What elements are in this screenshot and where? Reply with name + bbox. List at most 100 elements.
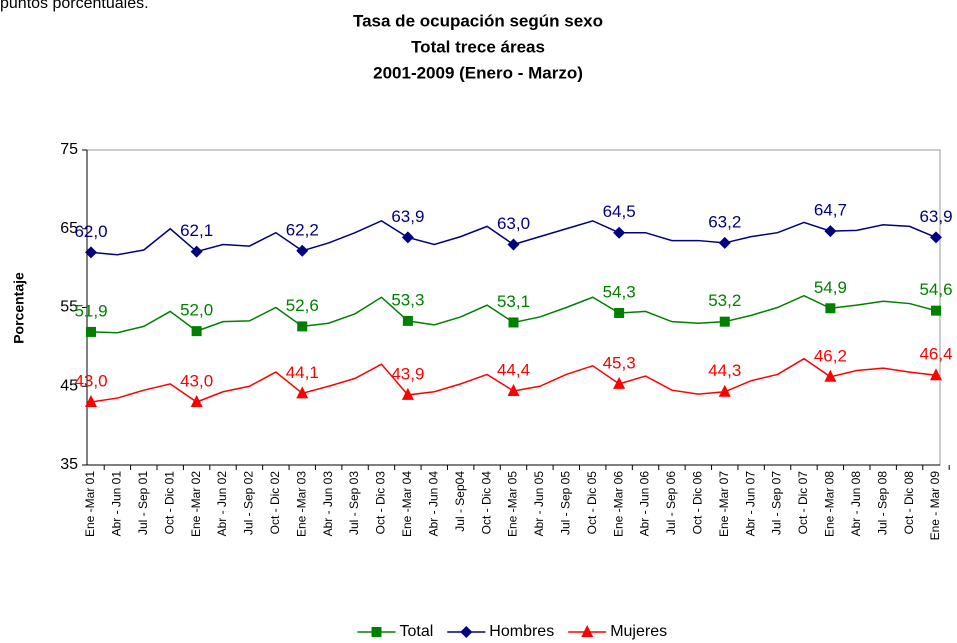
- x-tick-label: Ene -Mar 07: [717, 471, 731, 537]
- x-tick-label: Jul - Sep 01: [136, 471, 150, 535]
- data-label: 64,7: [814, 201, 847, 220]
- y-axis-label: Porcentaje: [11, 272, 27, 344]
- marker: [613, 376, 626, 389]
- data-label: 53,3: [391, 290, 424, 309]
- x-tick-label: Oct - Dic 07: [796, 471, 810, 535]
- data-label: 52,0: [180, 301, 213, 320]
- marker: [296, 386, 309, 399]
- data-label: 43,0: [180, 371, 213, 390]
- data-label: 62,0: [74, 222, 107, 241]
- data-label: 63,9: [919, 207, 952, 226]
- x-tick-label: Jul - Sep 03: [347, 471, 361, 535]
- marker: [613, 226, 626, 239]
- chart-title: Tasa de ocupación según sexo: [353, 11, 603, 30]
- marker: [190, 395, 203, 407]
- marker: [718, 384, 731, 397]
- x-tick-label: Abr - Jun 03: [321, 471, 335, 537]
- marker: [931, 305, 941, 316]
- marker: [930, 231, 942, 244]
- x-tick-label: Jul - Sep 08: [875, 471, 889, 535]
- marker: [296, 244, 309, 257]
- marker: [508, 317, 519, 328]
- x-tick-label: Jul - Sep 06: [664, 471, 678, 535]
- x-tick-label: Jul - Sep 02: [242, 471, 256, 535]
- chart-title: 2001-2009 (Enero - Marzo): [373, 63, 583, 82]
- x-tick-label: Ene - Mar 09: [928, 471, 942, 541]
- x-tick-label: Ene -Mar 03: [294, 471, 308, 537]
- x-tick-label: Ene -Mar 06: [611, 471, 625, 537]
- x-tick-label: Jul - Sep 05: [558, 471, 572, 535]
- y-tick-label: 35: [60, 456, 78, 473]
- x-tick-label: Abr - Jun 05: [532, 471, 546, 537]
- y-tick-label: 65: [60, 220, 78, 237]
- marker: [402, 315, 413, 326]
- marker: [86, 326, 96, 337]
- data-label: 63,2: [708, 212, 741, 231]
- marker: [614, 308, 625, 319]
- x-tick-label: Abr - Jun 07: [743, 471, 757, 537]
- marker: [191, 326, 202, 337]
- x-tick-label: Abr - Jun 01: [110, 471, 124, 537]
- x-tick-label: Ene -Mar 04: [400, 471, 414, 537]
- data-label: 43,9: [391, 364, 424, 383]
- x-tick-label: Ene -Mar 05: [506, 471, 520, 537]
- x-tick-label: Oct - Dic 04: [479, 471, 493, 535]
- data-label: 43,0: [74, 371, 107, 390]
- data-label: 54,9: [814, 278, 847, 297]
- intro-text: puntos porcentuales.: [0, 0, 149, 12]
- x-tick-label: Jul - Sep04: [453, 471, 467, 532]
- x-tick-label: Ene -Mar 02: [189, 471, 203, 537]
- x-tick-label: Abr - Jun 02: [215, 471, 229, 537]
- data-label: 51,9: [74, 301, 107, 320]
- marker: [190, 245, 203, 258]
- marker: [297, 321, 308, 332]
- marker: [507, 238, 520, 251]
- chart-title: Total trece áreas: [411, 37, 545, 56]
- marker: [401, 387, 414, 400]
- data-label: 44,3: [708, 361, 741, 380]
- x-tick-label: Ene -Mar 01: [83, 471, 97, 537]
- data-label: 52,6: [286, 296, 319, 315]
- y-tick-label: 75: [60, 141, 78, 158]
- x-tick-label: Oct - Dic 08: [902, 471, 916, 535]
- marker: [401, 231, 414, 244]
- data-label: 63,0: [497, 214, 530, 233]
- data-label: 63,9: [391, 207, 424, 226]
- x-tick-label: Oct - Dic 05: [585, 471, 599, 535]
- data-label: 44,4: [497, 360, 530, 379]
- x-tick-label: Oct - Dic 02: [268, 471, 282, 535]
- legend-label: Total: [400, 623, 434, 640]
- data-label: 62,1: [180, 221, 213, 240]
- x-tick-label: Abr - Jun 04: [426, 471, 440, 537]
- data-label: 45,3: [603, 353, 636, 372]
- marker: [930, 368, 942, 381]
- marker: [824, 225, 837, 238]
- marker: [85, 246, 97, 259]
- data-label: 64,5: [603, 202, 636, 221]
- marker: [85, 395, 97, 407]
- data-label: 62,2: [286, 220, 319, 239]
- legend-label: Hombres: [489, 623, 554, 640]
- marker: [825, 303, 836, 314]
- data-label: 54,6: [919, 280, 952, 299]
- data-label: 54,3: [603, 282, 636, 301]
- x-tick-label: Oct - Dic 06: [691, 471, 705, 535]
- marker: [824, 369, 837, 382]
- y-tick-label: 55: [60, 299, 78, 316]
- x-tick-label: Oct - Dic 03: [374, 471, 388, 535]
- marker: [718, 236, 731, 249]
- x-tick-label: Jul - Sep 07: [770, 471, 784, 535]
- marker: [581, 625, 594, 637]
- data-label: 44,1: [286, 363, 319, 382]
- data-label: 53,1: [497, 292, 530, 311]
- marker: [371, 627, 382, 637]
- data-label: 46,4: [919, 345, 952, 364]
- x-tick-label: Abr - Jun 06: [638, 471, 652, 537]
- marker: [460, 626, 473, 638]
- legend-label: Mujeres: [610, 623, 667, 640]
- y-tick-label: 45: [60, 377, 78, 394]
- data-label: 46,2: [814, 346, 847, 365]
- marker: [507, 383, 520, 396]
- x-tick-label: Ene -Mar 08: [823, 471, 837, 537]
- data-label: 53,2: [708, 291, 741, 310]
